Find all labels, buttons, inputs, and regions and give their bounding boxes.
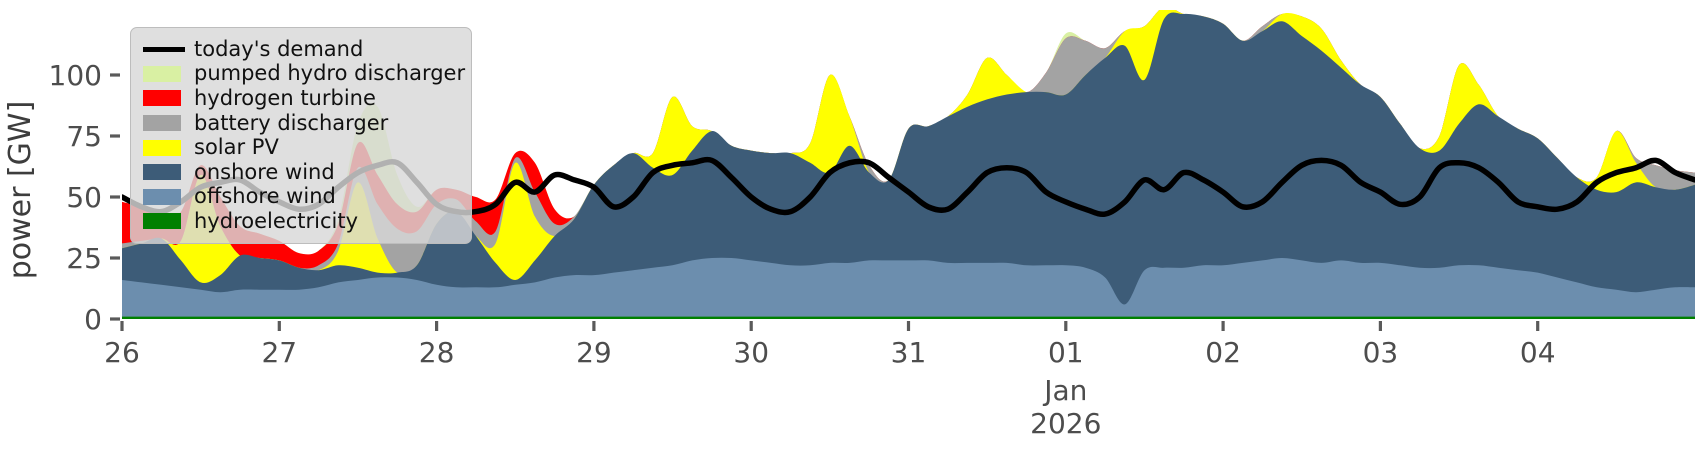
legend-item-label: offshore wind (194, 184, 336, 209)
legend-item-hydroelectricity: hydroelectricity (143, 209, 459, 234)
y-tick-label: 0 (84, 303, 102, 336)
legend-item-label: solar PV (194, 135, 279, 160)
legend-color-swatch (143, 213, 181, 230)
x-tick-label: 02 (1205, 336, 1241, 369)
x-tick-label: 01 (1048, 336, 1084, 369)
legend-color-swatch (143, 90, 181, 107)
legend-color-swatch (143, 164, 181, 181)
legend-item-label: pumped hydro discharger (194, 61, 466, 86)
legend-color-swatch (143, 139, 181, 156)
y-tick-label: 50 (66, 181, 102, 214)
legend-item-label: battery discharger (194, 110, 389, 135)
legend-item-pumped-hydro-discharger: pumped hydro discharger (143, 62, 465, 87)
x-tick-label: 30 (733, 336, 769, 369)
x-tick-label: 03 (1363, 336, 1399, 369)
legend-item-label: hydrogen turbine (194, 85, 376, 110)
legend: today's demand pumped hydro discharger hyd… (130, 27, 472, 244)
legend-color-swatch (143, 188, 181, 205)
y-tick-label: 75 (66, 120, 102, 153)
area-offshore-wind (122, 257, 1695, 319)
y-tick-label: 25 (66, 242, 102, 275)
x-tick-label: 31 (891, 336, 927, 369)
area-onshore-wind (122, 12, 1695, 319)
x-tick-label: 04 (1520, 336, 1556, 369)
legend-item-offshore-wind: offshore wind (143, 185, 459, 210)
legend-item-onshore-wind: onshore wind (143, 160, 459, 185)
legend-line-swatch (143, 46, 185, 52)
legend-item-label: today's demand (194, 36, 364, 61)
x-tick-label: 28 (419, 336, 455, 369)
legend-item-label: hydroelectricity (194, 208, 359, 233)
area-hydroelectricity (122, 316, 1695, 319)
y-tick-label: 100 (49, 59, 102, 92)
legend-item-battery-discharger: battery discharger (143, 111, 459, 136)
legend-item-today-s-demand: today's demand (143, 37, 459, 62)
x-axis-month-label: Jan (1042, 374, 1087, 407)
y-axis-label: power [GW] (3, 101, 38, 280)
plot-area (122, 10, 1695, 319)
legend-item-label: onshore wind (194, 159, 335, 184)
legend-item-solar-pv: solar PV (143, 135, 459, 160)
legend-color-swatch (143, 115, 181, 132)
x-tick-label: 27 (261, 336, 297, 369)
legend-color-swatch (143, 65, 181, 82)
x-axis-year-label: 2026 (1030, 407, 1101, 440)
x-tick-label: 29 (576, 336, 612, 369)
legend-item-hydrogen-turbine: hydrogen turbine (143, 86, 459, 111)
x-tick-label: 26 (104, 336, 140, 369)
